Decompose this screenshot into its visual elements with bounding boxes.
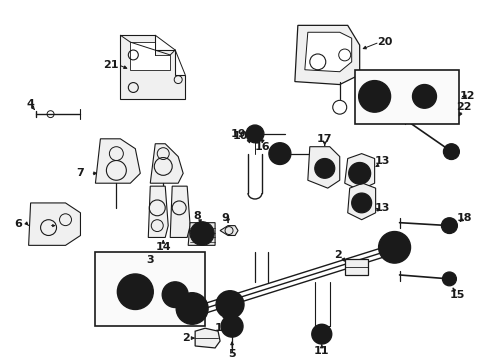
Circle shape [196,228,208,239]
Circle shape [442,272,455,286]
Circle shape [355,198,366,208]
Text: 13: 13 [374,157,389,166]
Circle shape [358,81,390,112]
Text: 16: 16 [255,142,270,152]
Circle shape [124,281,146,302]
Circle shape [176,293,208,324]
Polygon shape [170,186,190,238]
Polygon shape [130,42,170,70]
Polygon shape [150,144,183,183]
Polygon shape [29,203,81,246]
Text: 2: 2 [182,333,190,343]
Text: 5: 5 [228,349,235,359]
Text: 11: 11 [313,346,329,356]
Text: 19: 19 [230,129,245,139]
Circle shape [351,193,371,213]
Text: 7: 7 [77,168,84,178]
Polygon shape [95,139,140,183]
Text: 2: 2 [333,250,341,260]
Text: 12: 12 [459,91,474,102]
Text: 10: 10 [232,131,247,141]
Polygon shape [188,223,215,246]
Polygon shape [148,186,168,238]
Circle shape [378,231,410,263]
Text: 13: 13 [374,203,389,213]
Circle shape [441,218,456,234]
Circle shape [167,287,183,302]
Circle shape [412,85,436,108]
Text: 18: 18 [456,213,471,223]
Circle shape [245,125,264,143]
Circle shape [385,238,403,256]
Circle shape [222,297,238,312]
Circle shape [443,144,458,159]
Polygon shape [304,32,351,72]
Polygon shape [347,183,375,220]
Polygon shape [294,25,359,85]
Text: 20: 20 [376,37,391,47]
Circle shape [314,158,334,178]
Polygon shape [344,154,374,190]
Circle shape [273,148,285,159]
Circle shape [162,282,188,307]
Circle shape [417,90,430,103]
Text: 3: 3 [146,255,154,265]
Text: 21: 21 [102,60,118,70]
Circle shape [117,274,153,310]
Circle shape [353,167,365,179]
Polygon shape [195,328,220,348]
Circle shape [311,324,331,344]
Text: 1: 1 [214,323,222,333]
Text: 15: 15 [449,290,464,300]
Text: 6: 6 [15,219,22,229]
Circle shape [190,222,214,246]
Circle shape [216,291,244,318]
Circle shape [315,328,327,340]
Text: 8: 8 [193,211,201,221]
Text: 22: 22 [456,102,471,112]
Circle shape [249,129,260,139]
Circle shape [364,86,384,106]
Circle shape [348,162,370,184]
Text: 9: 9 [221,213,228,223]
Polygon shape [344,259,367,275]
Text: 4: 4 [27,99,35,109]
Circle shape [183,300,201,318]
Bar [354,70,458,124]
Circle shape [319,163,329,173]
Circle shape [221,315,243,337]
Polygon shape [120,35,185,99]
Polygon shape [220,226,238,235]
Polygon shape [307,147,339,188]
Circle shape [268,143,290,165]
Text: 17: 17 [316,134,332,144]
Bar [95,252,204,326]
Circle shape [225,320,238,332]
Text: 14: 14 [155,242,171,252]
